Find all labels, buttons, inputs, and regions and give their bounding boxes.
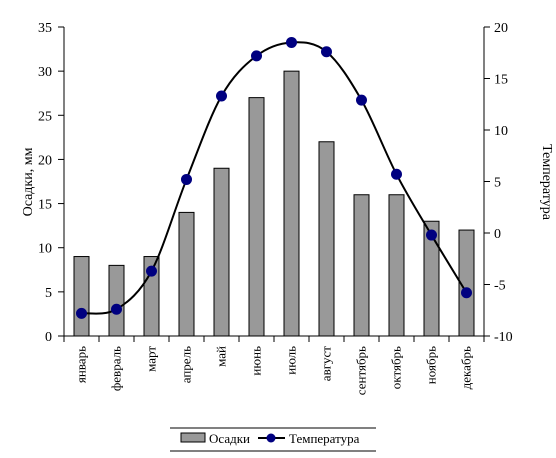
left-axis-ticks: 0 5 10 15 20 25 30 35 — [38, 21, 64, 345]
right-tick-label: 5 — [494, 176, 501, 191]
category-label: сентябрь — [354, 346, 369, 395]
temperature-point — [426, 229, 437, 241]
left-tick-label: 35 — [38, 21, 52, 36]
left-tick-label: 30 — [38, 65, 52, 80]
left-tick-label: 10 — [38, 242, 52, 257]
category-label: август — [319, 346, 334, 382]
precipitation-bar — [388, 194, 405, 337]
temperature-point — [391, 168, 402, 180]
category-label: июль — [284, 346, 299, 375]
right-tick-label: -10 — [494, 330, 513, 345]
temperature-line — [81, 41, 468, 315]
precipitation-bar — [213, 167, 230, 337]
category-label: ноябрь — [424, 346, 439, 384]
left-axis-title: Осадки, мм — [21, 147, 36, 216]
precipitation-bar — [108, 264, 125, 337]
right-tick-label: 20 — [494, 21, 508, 36]
category-label: февраль — [109, 346, 124, 391]
precipitation-bar — [178, 211, 195, 337]
category-label: май — [214, 346, 229, 367]
left-tick-label: 5 — [45, 286, 52, 301]
category-labels: январь февраль март апрель май июнь июль август… — [74, 346, 474, 396]
legend-line-marker — [266, 433, 276, 443]
precipitation-bar — [248, 97, 265, 337]
left-tick-label: 25 — [38, 109, 52, 124]
precipitation-bars — [73, 70, 475, 337]
left-tick-label: 20 — [38, 153, 52, 168]
temperature-point — [216, 90, 227, 102]
legend-bar-label: Осадки — [209, 431, 250, 446]
precipitation-bar — [318, 141, 335, 337]
right-tick-label: 15 — [494, 73, 508, 88]
precipitation-bar — [73, 256, 90, 337]
legend-line-label: Температура — [289, 431, 360, 446]
left-tick-label: 0 — [45, 330, 52, 345]
right-axis-ticks: -10 -5 0 5 10 15 20 — [484, 21, 513, 345]
legend-bar-swatch — [180, 432, 206, 443]
temperature-point — [356, 94, 367, 106]
temperature-markers — [76, 36, 472, 319]
category-label: октябрь — [389, 346, 404, 389]
right-tick-label: 0 — [494, 227, 501, 242]
legend: Осадки Температура — [170, 427, 376, 452]
temperature-point — [251, 50, 262, 62]
precipitation-bar — [283, 70, 300, 337]
temperature-point — [321, 46, 332, 58]
temperature-point — [461, 287, 472, 299]
temperature-point — [181, 173, 192, 185]
temperature-point — [146, 265, 157, 277]
right-tick-label: -5 — [494, 279, 506, 294]
temperature-point — [111, 303, 122, 315]
category-label: декабрь — [459, 346, 474, 389]
left-tick-label: 15 — [38, 198, 52, 213]
category-label: июнь — [249, 346, 264, 376]
right-tick-label: 10 — [494, 124, 508, 139]
right-axis-title: Температура — [539, 144, 554, 221]
category-label: март — [144, 346, 159, 372]
temperature-point — [286, 36, 297, 48]
temperature-point — [76, 307, 87, 319]
category-label: апрель — [179, 346, 194, 383]
chart-axes — [63, 27, 485, 342]
category-label: январь — [74, 346, 89, 383]
precipitation-bar — [353, 194, 370, 337]
